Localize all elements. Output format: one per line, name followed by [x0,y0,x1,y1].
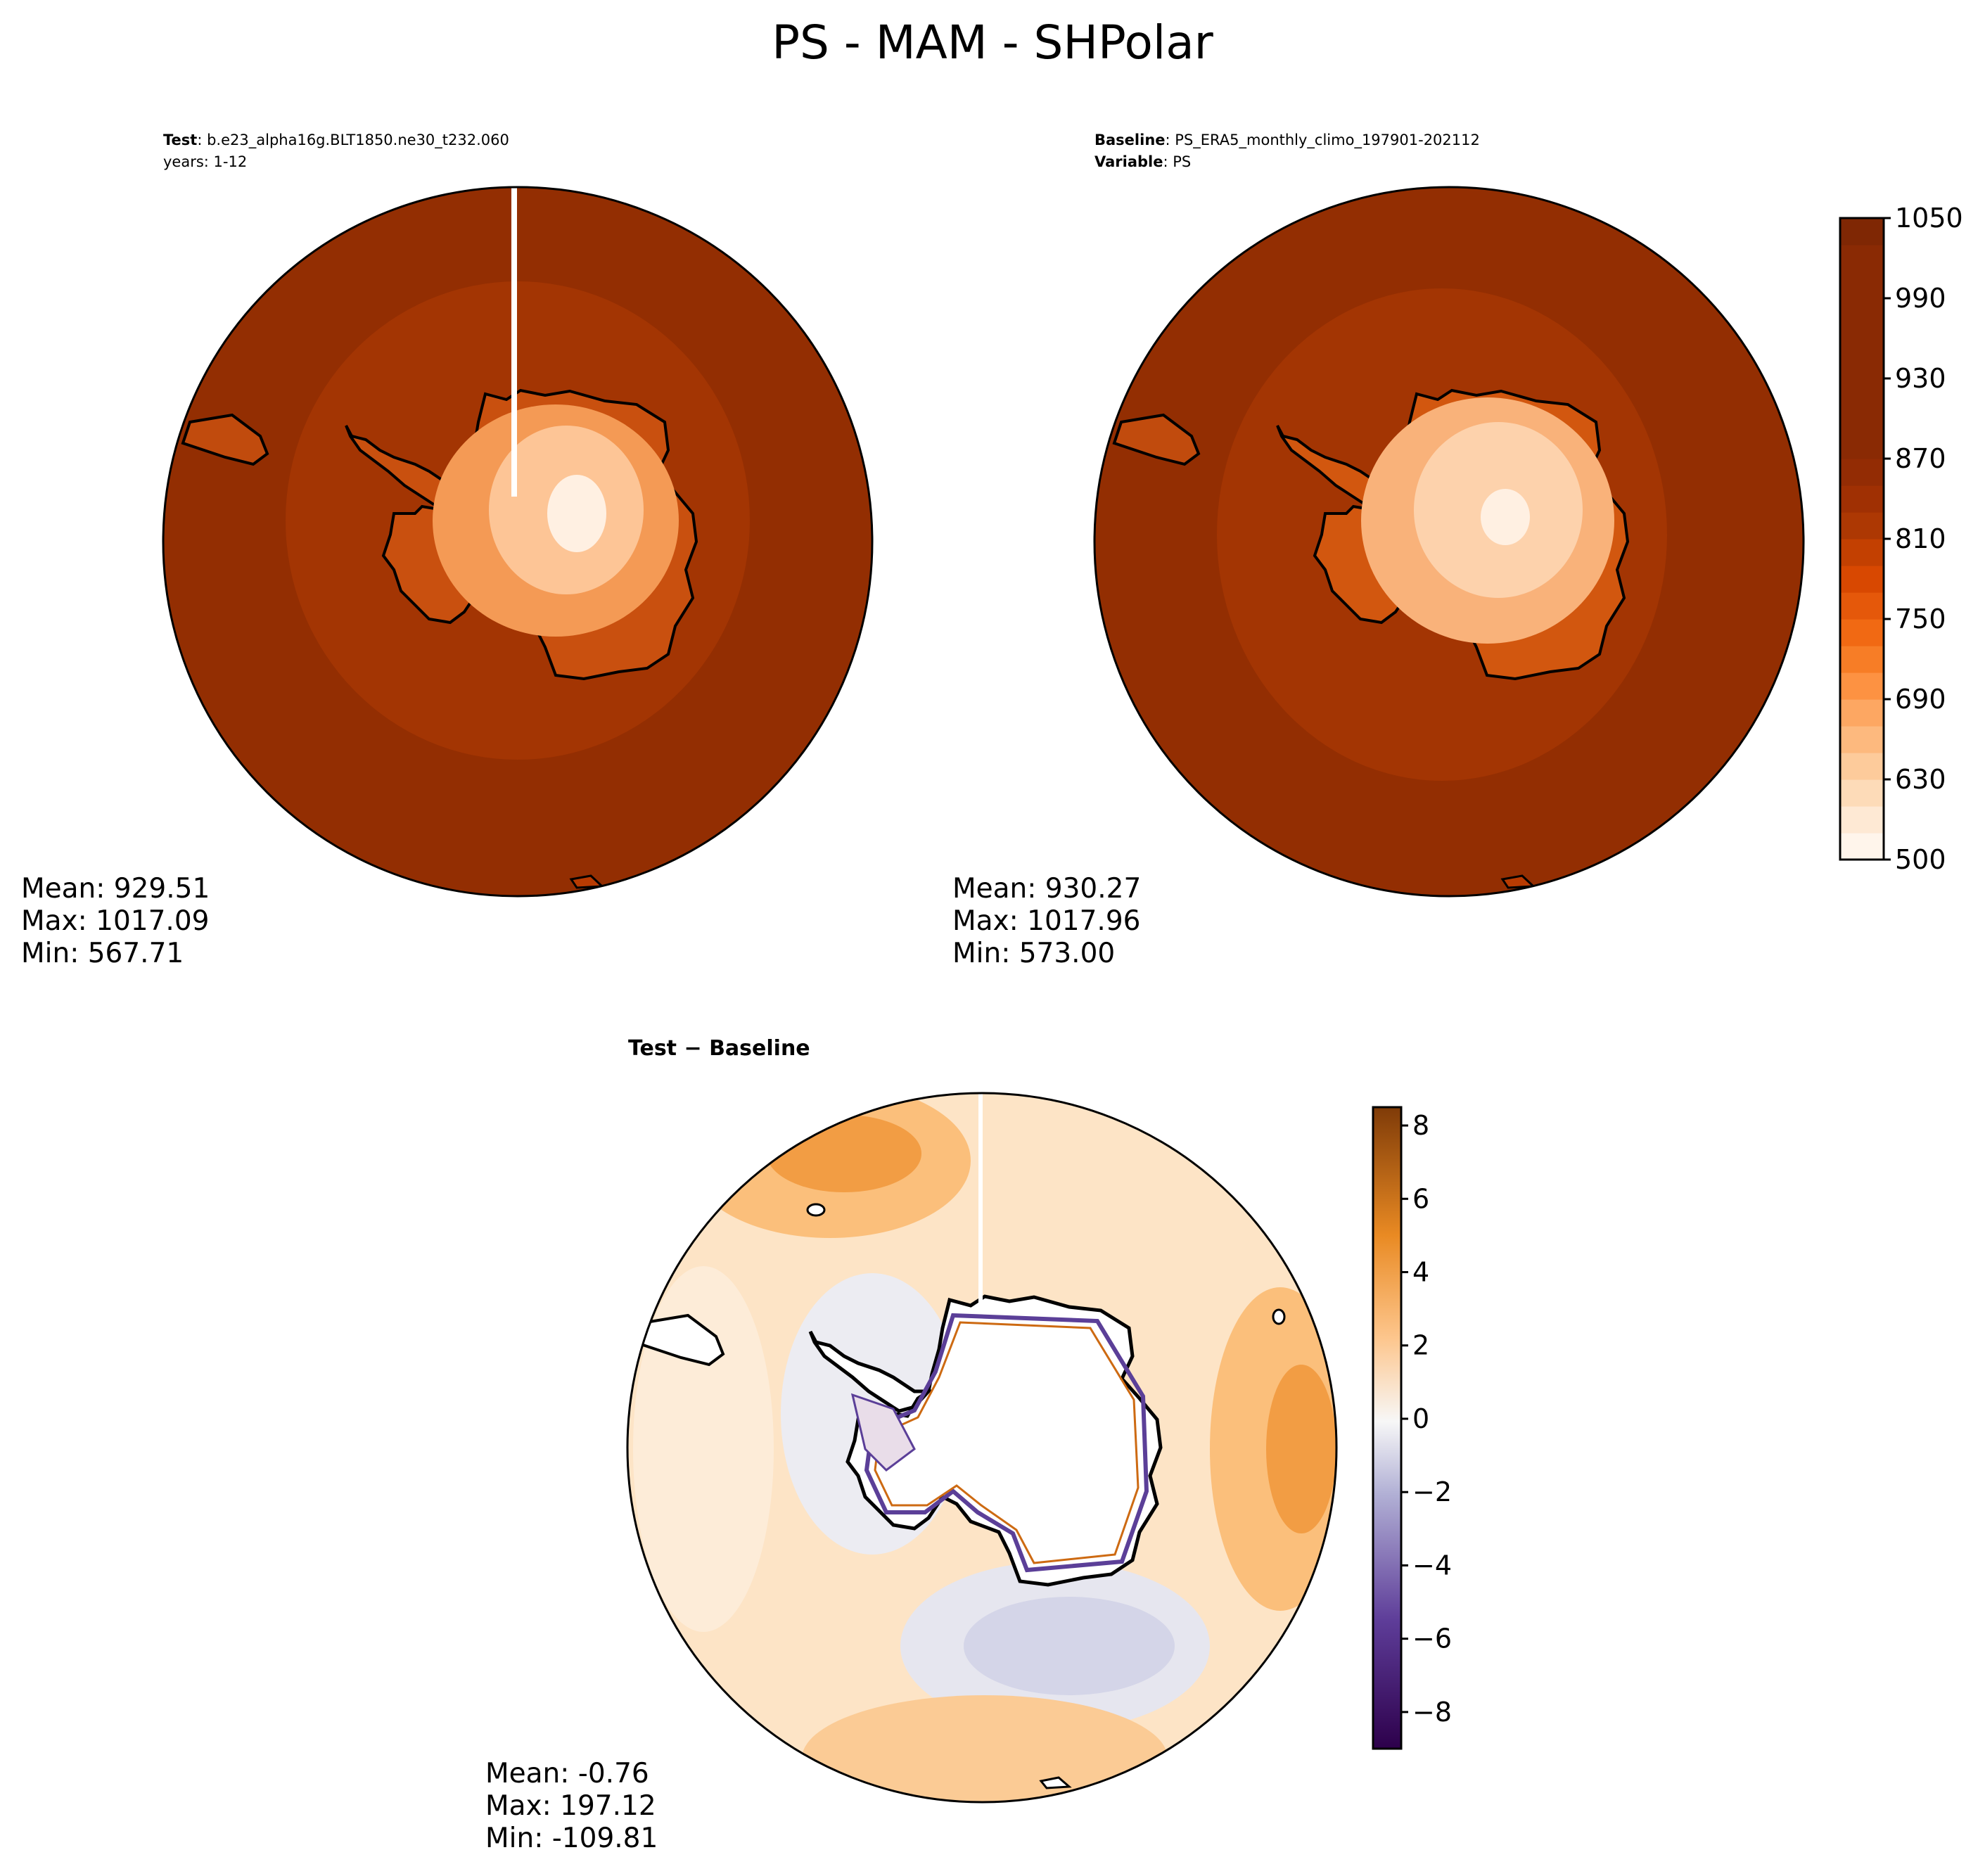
abs-colorbar-segment [1840,699,1884,727]
baseline-dome [1481,489,1530,545]
diff-island-east [1272,1308,1286,1325]
diff-panel-title: Test − Baseline [628,1036,810,1061]
diff-colorbar-fill [1373,1107,1401,1749]
abs-colorbar-segment [1840,672,1884,700]
diff-missing-seam [978,1093,983,1304]
abs-colorbar-tick-label: 690 [1895,684,1946,715]
test-label-key: Test [163,132,197,148]
diff-colorbar-tick-label: 2 [1412,1330,1429,1361]
abs-colorbar-ticks: 500 630 690 750 810 870 930 990 1050 [1884,203,1963,875]
abs-colorbar-segment [1840,619,1884,646]
baseline-label-key: Baseline [1094,132,1166,148]
diff-title-mid: − [677,1036,709,1061]
diff-cool-south [964,1597,1175,1695]
baseline-stat-mean: Mean: 930.27 [952,873,1141,905]
diff-colorbar-tick-label: −2 [1412,1476,1452,1507]
baseline-stat-max: Max: 1017.96 [952,905,1140,937]
abs-colorbar-tick-label: 500 [1895,844,1946,875]
abs-colorbar-segment [1840,833,1884,860]
abs-colorbar-segment [1840,218,1884,245]
abs-colorbar-tick-label: 750 [1895,604,1946,634]
abs-colorbar-segment [1840,298,1884,326]
diff-map [627,1093,1336,1802]
baseline-stat-min: Min: 573.00 [952,938,1115,969]
abs-colorbar-segment [1840,405,1884,433]
abs-colorbar-tick-label: 630 [1895,764,1946,795]
diff-colorbar-tick-label: 0 [1412,1403,1429,1434]
diff-light-west [633,1266,774,1632]
test-south-america [181,413,269,466]
test-stat-max: Max: 1017.09 [21,905,209,937]
diff-hot-east [1266,1365,1336,1533]
diff-colorbar: −8 −6 −4 −2 0 2 4 6 8 [1372,1106,1452,1750]
test-dome [547,475,606,552]
abs-colorbar-segment [1840,726,1884,753]
diff-colorbar-tick-label: 6 [1412,1183,1429,1214]
test-label-sep: : [197,132,207,148]
abs-colorbar-segment [1840,352,1884,379]
diff-colorbar-frame [1372,1106,1403,1750]
test-stat-mean: Mean: 929.51 [21,873,210,905]
diff-colorbar-ticks: −8 −6 −4 −2 0 2 4 6 8 [1401,1110,1452,1728]
abs-colorbar-segment [1840,539,1884,566]
abs-colorbar-segment [1840,378,1884,406]
baseline-panel-label: Baseline: PS_ERA5_monthly_climo_197901-2… [1094,132,1480,149]
abs-colorbar-segment [1840,272,1884,299]
diff-colorbar-tick-label: −4 [1412,1550,1452,1581]
test-missing-seam [511,187,517,497]
test-stat-min: Min: 567.71 [21,938,184,969]
abs-colorbar-tick-label: 990 [1895,283,1946,314]
variable-value: PS [1173,153,1191,170]
diff-hot-north [767,1115,921,1192]
abs-colorbar-segment [1840,592,1884,620]
diff-colorbar-tick-label: 8 [1412,1110,1429,1141]
baseline-label-sep: : [1166,132,1175,148]
variable-sep: : [1163,153,1173,170]
diff-title-right: Baseline [709,1036,810,1061]
test-panel-label: Test: b.e23_alpha16g.BLT1850.ne30_t232.0… [163,132,509,149]
abs-colorbar-segment [1840,245,1884,272]
diff-stat-min: Min: -109.81 [485,1823,658,1854]
test-map [163,187,872,896]
diff-stat-max: Max: 197.12 [485,1790,656,1822]
test-years-line: years: 1-12 [163,153,247,170]
diff-island-bottom [1039,1776,1072,1789]
diff-island-north [806,1203,826,1217]
diff-colorbar-tick-label: −8 [1412,1697,1452,1728]
diff-title-left: Test [628,1036,677,1061]
baseline-map-border [1093,186,1805,898]
test-label-value: b.e23_alpha16g.BLT1850.ne30_t232.060 [207,132,509,149]
baseline-variable-line: Variable: PS [1094,153,1191,170]
baseline-south-america [1112,413,1201,466]
abs-colorbar-tick-label: 810 [1895,523,1946,554]
figure-title: PS - MAM - SHPolar [772,15,1213,70]
abs-colorbar-tick-label: 870 [1895,443,1946,474]
diff-colorbar-tick-label: 4 [1412,1257,1429,1288]
diff-peninsula-detail [850,1393,916,1472]
abs-colorbar: 500 630 690 750 810 870 930 990 1050 [1839,203,1963,875]
diff-south-america [637,1313,725,1367]
abs-colorbar-segment [1840,779,1884,807]
abs-colorbar-segment [1840,432,1884,459]
abs-colorbar-segment [1840,566,1884,593]
baseline-map [1094,187,1804,896]
diff-stat-mean: Mean: -0.76 [485,1758,649,1789]
abs-colorbar-tick-label: 930 [1895,363,1946,394]
abs-colorbar-segment [1840,753,1884,780]
diff-map-border [626,1092,1338,1804]
abs-colorbar-segment [1840,646,1884,673]
variable-key: Variable [1094,153,1163,170]
baseline-label-value: PS_ERA5_monthly_climo_197901-202112 [1175,132,1480,149]
abs-colorbar-segment [1840,485,1884,513]
abs-colorbar-tick-label: 1050 [1895,203,1963,234]
test-map-border [162,186,874,898]
diff-colorbar-tick-label: −6 [1412,1623,1452,1654]
abs-colorbar-segment [1840,806,1884,834]
abs-colorbar-segment [1840,325,1884,352]
abs-colorbar-segment [1840,512,1884,540]
abs-colorbar-segment [1840,459,1884,486]
abs-colorbar-segments [1840,218,1884,860]
